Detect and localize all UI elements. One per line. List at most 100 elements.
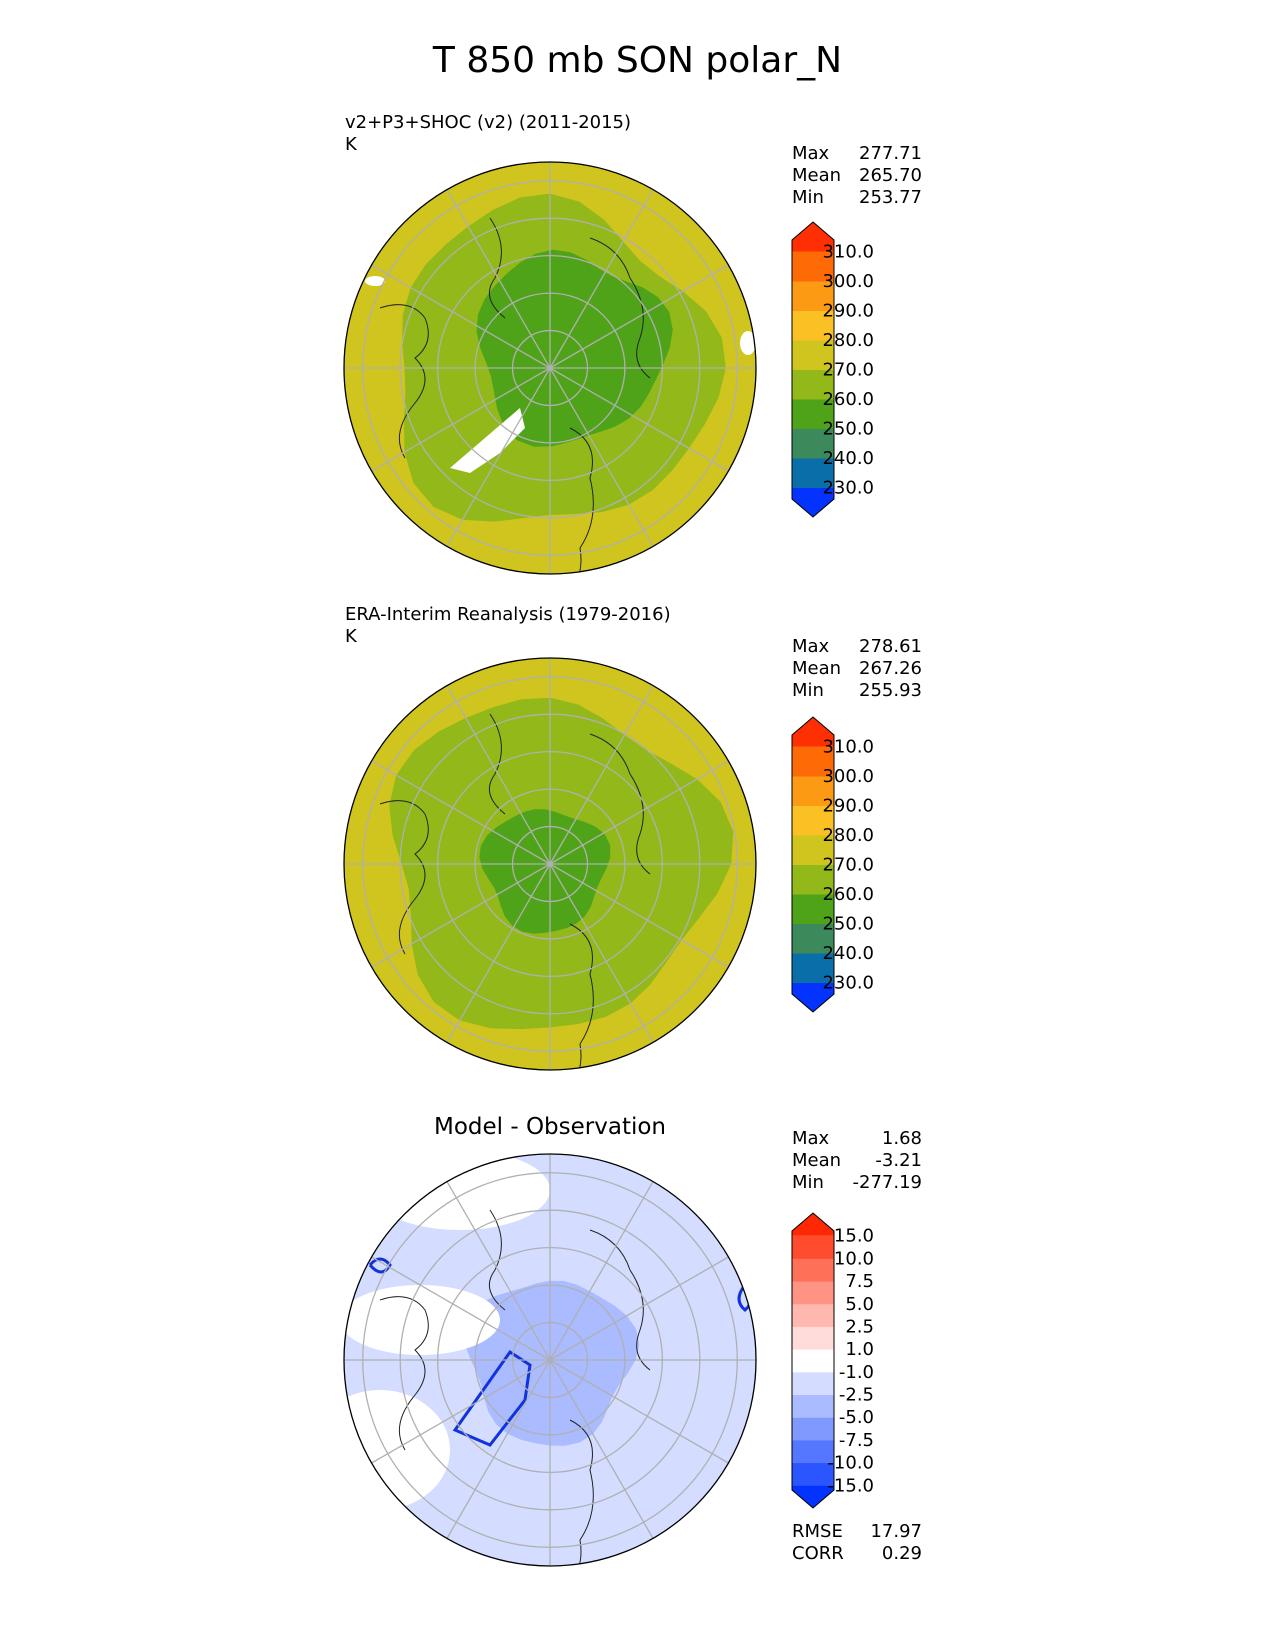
colorbar-segment (792, 894, 834, 924)
longitude-line (549, 1359, 729, 1464)
field-band (344, 1285, 500, 1355)
colorbar-tick-label: 310.0 (822, 737, 874, 758)
longitude-line (371, 1359, 551, 1464)
colorbar-tick-label: 240.0 (822, 943, 874, 964)
colorbar-tick-label: 240.0 (822, 448, 874, 469)
colorbar-tick-label: 7.5 (845, 1271, 874, 1292)
polar-map-0 (343, 161, 757, 575)
colorbar-segment (792, 1394, 834, 1418)
colorbar-tick-label: 10.0 (834, 1248, 874, 1269)
colorbar-tick-label: 290.0 (822, 301, 874, 322)
colorbar-segment (792, 428, 834, 459)
colorbar-segment (792, 805, 834, 836)
colorbar-tick-label: 260.0 (822, 389, 874, 410)
missing-data (365, 276, 385, 286)
colorbar-segment (792, 1439, 834, 1464)
colorbar-tick-label: 290.0 (822, 796, 874, 817)
longitude-line (371, 1256, 551, 1361)
missing-data (450, 408, 525, 473)
colorbar-outline (791, 1212, 835, 1509)
longitude-line (549, 863, 654, 1043)
longitude-line (446, 189, 551, 369)
longitude-line (549, 264, 729, 369)
colorbar-segment (792, 717, 834, 747)
figure-title: T 850 mb SON polar_N (432, 40, 843, 81)
colorbar-segment (792, 982, 834, 1012)
colorbar-segment (792, 487, 834, 517)
colorbar-segment (792, 1462, 834, 1486)
colorbar-segment (792, 835, 834, 865)
colorbar-tick-label: 310.0 (822, 242, 874, 263)
colorbar-tick-label: 250.0 (822, 419, 874, 440)
colorbar-tick-label: 300.0 (822, 271, 874, 292)
longitude-line (371, 367, 551, 472)
colorbar-segment (792, 458, 834, 488)
colorbar-segment (792, 1258, 834, 1282)
coastline (379, 1209, 651, 1566)
colorbar-tick-label: 5.0 (845, 1294, 874, 1315)
colorbar-tick-label: 260.0 (822, 884, 874, 905)
longitude-line (371, 863, 551, 968)
coastline (379, 713, 651, 1070)
colorbar-segment (792, 1371, 834, 1396)
colorbar-segment (792, 399, 834, 429)
longitude-line (371, 760, 551, 865)
colorbar-tick-label: 230.0 (822, 478, 874, 499)
colorbar-tick-label: 280.0 (822, 330, 874, 351)
map-field (344, 1154, 756, 1566)
colorbar-segment (792, 1349, 834, 1373)
colorbar-tick-label: 15.0 (834, 1226, 874, 1247)
colorbar-outline (791, 221, 835, 518)
colorbar-segment (792, 340, 834, 370)
colorbar-tick-label: 300.0 (822, 766, 874, 787)
longitude-line (549, 367, 729, 472)
longitude-line (549, 863, 729, 968)
longitude-line (549, 189, 654, 369)
colorbar-tick-label: 270.0 (822, 855, 874, 876)
polar-map-2 (343, 1153, 757, 1567)
colorbar-segment (792, 369, 834, 400)
colorbar-tick-label: 270.0 (822, 360, 874, 381)
colorbar-outline (791, 716, 835, 1013)
map-field (344, 658, 756, 1070)
colorbar-tick-label: 2.5 (845, 1316, 874, 1337)
colorbar-0: 230.0 240.0 250.0 260.0 270.0 280.0 290.0 300.0… (791, 221, 874, 518)
colorbar-tick-label: -1.0 (839, 1362, 874, 1383)
colorbar-segment (792, 1326, 834, 1350)
coastline (379, 217, 651, 574)
colorbar-segment (792, 1235, 834, 1259)
colorbar-tick-label: 230.0 (822, 973, 874, 994)
colorbar-segment (792, 776, 834, 806)
colorbar-2: -15.0-10.0-7.5-5.0-2.5-1.01.02.55.07.510… (791, 1212, 874, 1509)
colorbar-tick-label: 250.0 (822, 914, 874, 935)
map-boundary (343, 161, 757, 575)
colorbar-tick-label: -10.0 (827, 1453, 874, 1474)
colorbar-tick-label: -15.0 (827, 1475, 874, 1496)
missing-data (740, 331, 756, 355)
longitude-line (549, 1256, 729, 1361)
colorbar-segment (792, 1485, 834, 1508)
colorbar-segment (792, 1213, 834, 1236)
colorbar-segment (792, 222, 834, 252)
map-boundary (343, 657, 757, 1071)
field-band (344, 1390, 450, 1510)
field-band (479, 809, 611, 934)
colorbar-1: 230.0 240.0 250.0 260.0 270.0 280.0 290.0 300.0… (791, 716, 874, 1013)
colorbar-tick-label: -2.5 (839, 1385, 874, 1406)
colorbar-segment (792, 953, 834, 983)
longitude-line (549, 1359, 654, 1539)
field-band (476, 249, 673, 447)
colorbar-segment (792, 864, 834, 895)
longitude-line (446, 367, 551, 547)
longitude-line (549, 1181, 654, 1361)
colorbar-segment (792, 1281, 834, 1305)
colorbar-segment (792, 1303, 834, 1327)
longitude-line (549, 367, 654, 547)
longitude-line (446, 1181, 551, 1361)
colorbar-segment (792, 746, 834, 777)
colorbar-segment (792, 281, 834, 311)
polar-map-1 (343, 657, 757, 1071)
contour-line (452, 1349, 532, 1447)
colorbar-segment (792, 310, 834, 341)
colorbar-segment (792, 251, 834, 282)
